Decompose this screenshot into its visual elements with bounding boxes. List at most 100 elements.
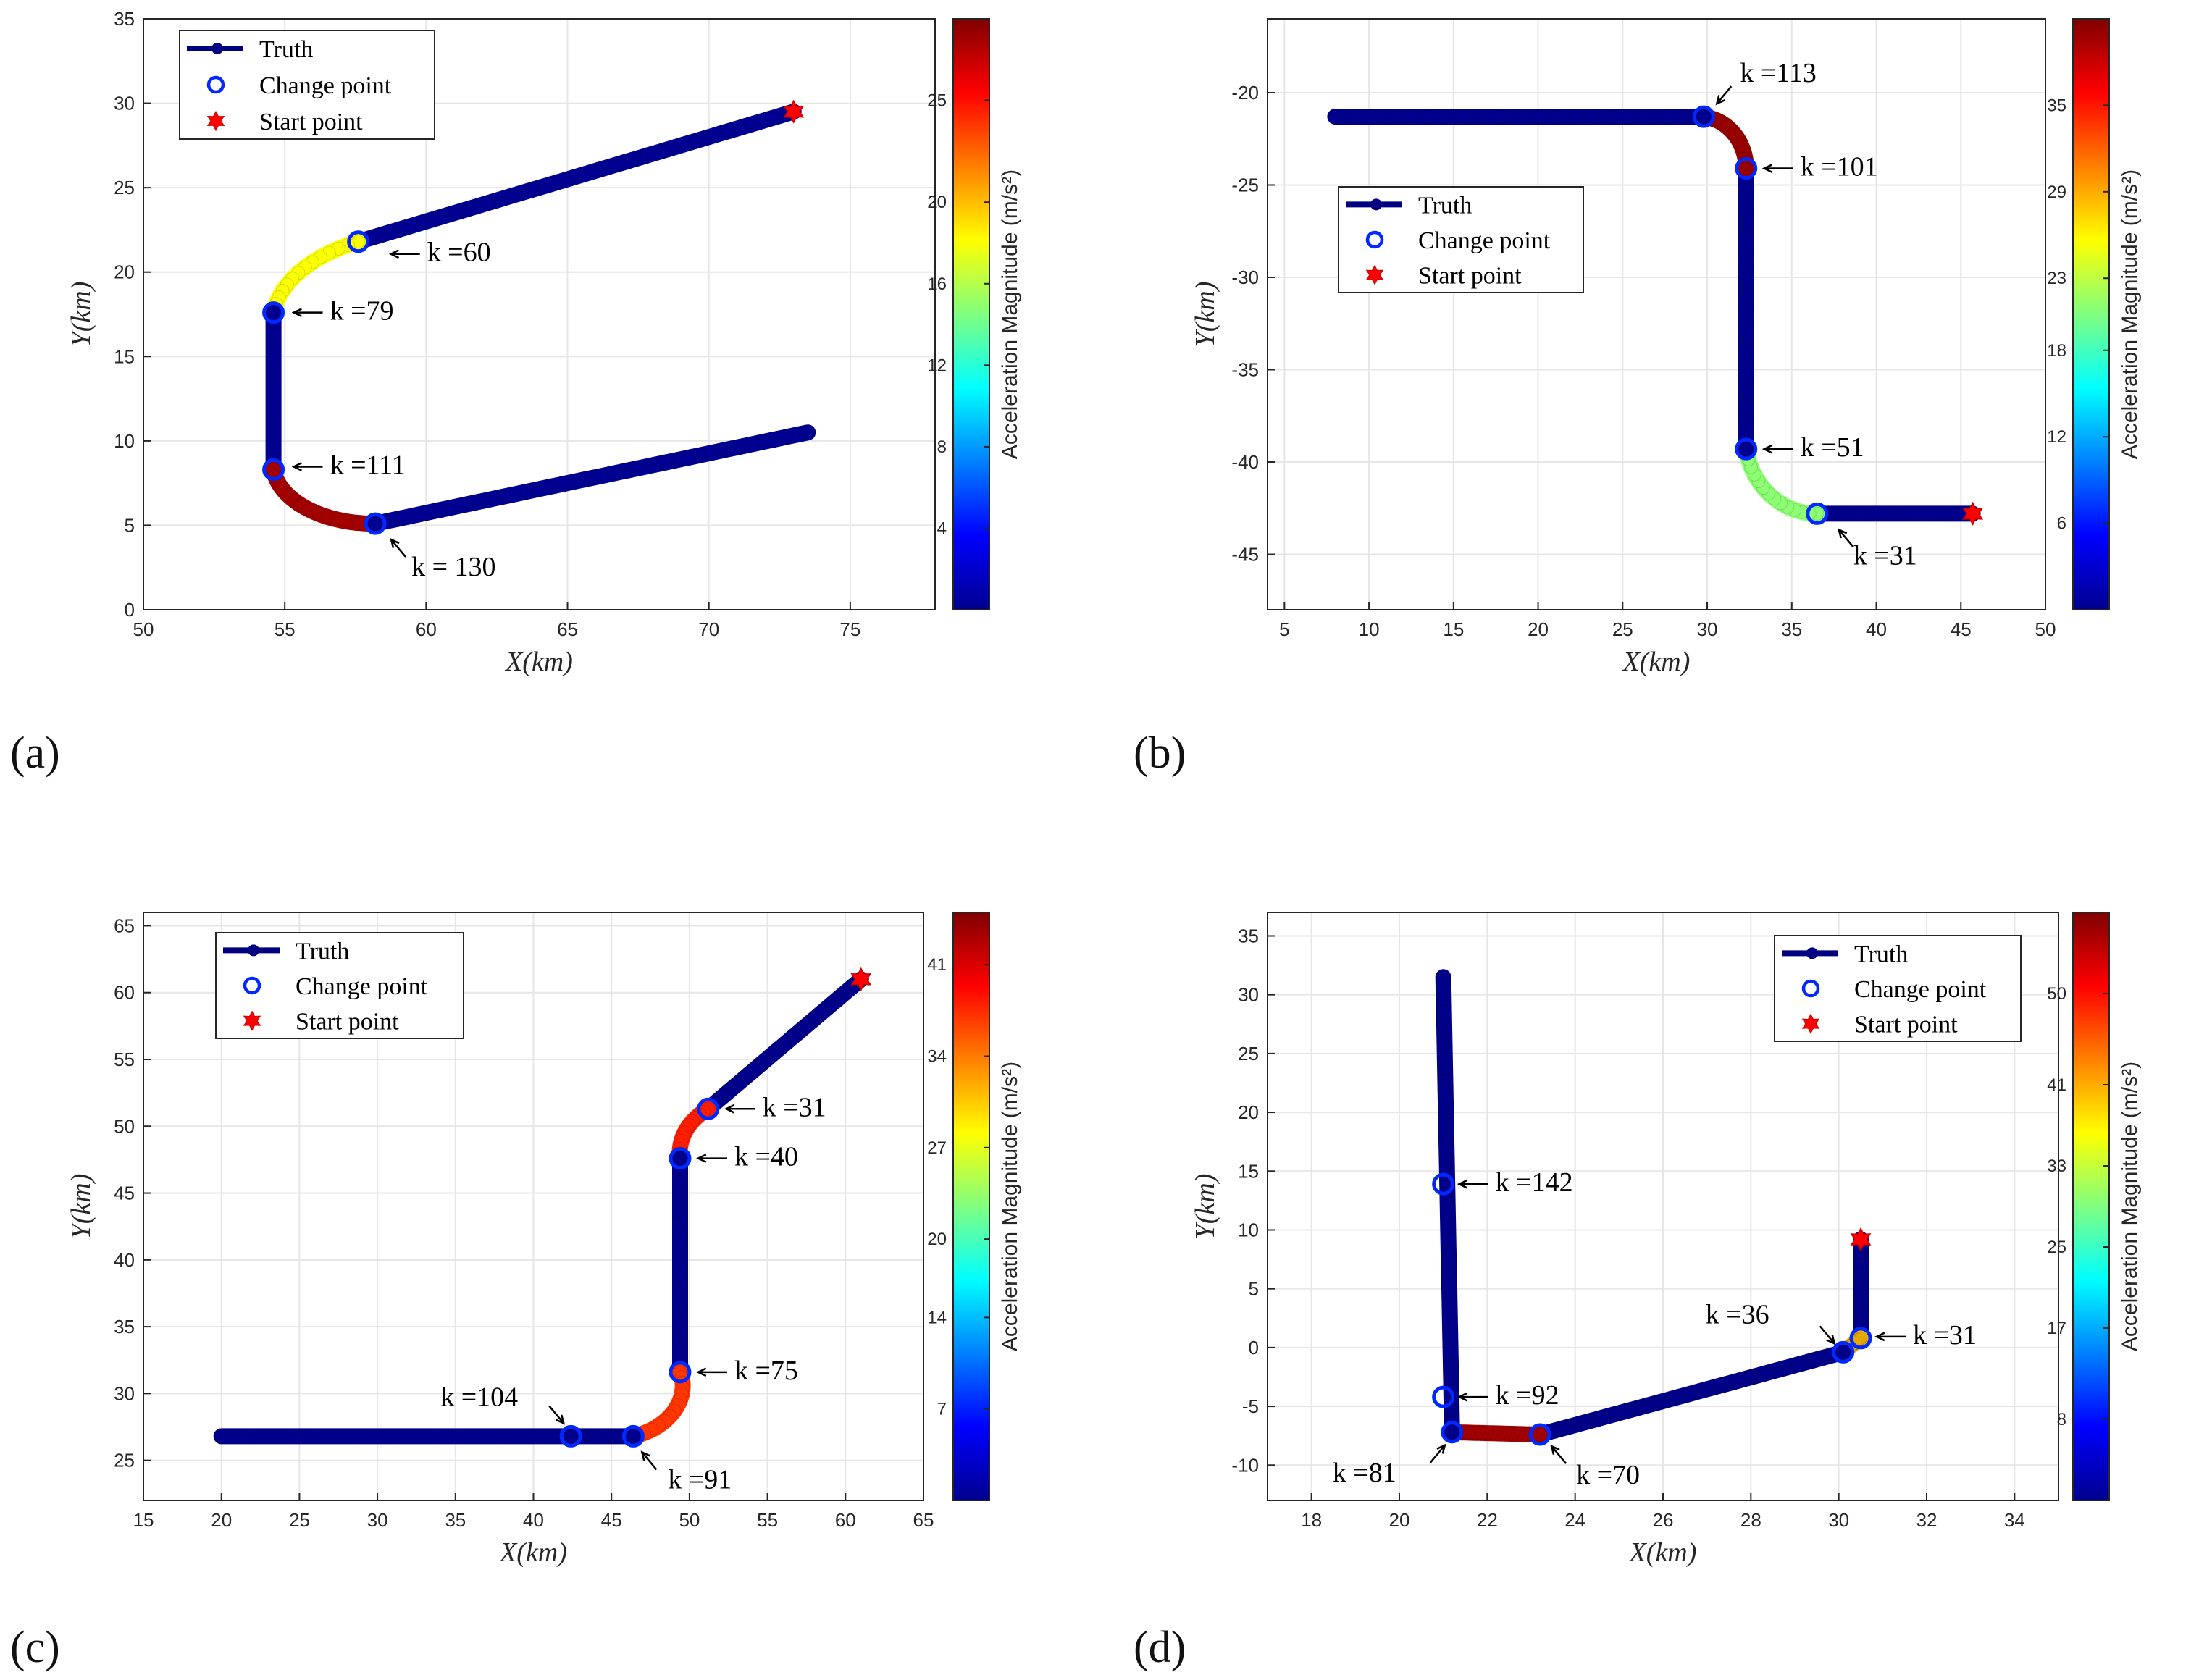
y-axis-label: Y(km) <box>1190 1174 1220 1240</box>
x-tick-label: 25 <box>1612 618 1633 640</box>
colorbar-tick-label: 8 <box>2057 1410 2066 1429</box>
legend-entry-label: Start point <box>1854 1012 1958 1038</box>
panel-label: (c) <box>10 1623 60 1672</box>
change-point-marker <box>262 301 285 324</box>
trajectory-point <box>1439 1129 1454 1143</box>
change-point-marker <box>697 1097 720 1120</box>
y-tick-label: 35 <box>114 1316 135 1337</box>
trajectory-point <box>564 1429 579 1443</box>
trajectory-point <box>678 137 692 151</box>
annotation-arrowhead <box>1761 164 1773 173</box>
y-tick-label: 10 <box>1238 1219 1259 1240</box>
trajectory-point <box>1443 1334 1457 1348</box>
trajectory-point <box>519 484 534 499</box>
trajectory-point <box>438 209 453 223</box>
y-tick-label: -30 <box>1231 266 1259 288</box>
x-tick-label: 24 <box>1564 1509 1585 1531</box>
change-point-label: k =104 <box>440 1382 518 1412</box>
x-tick-label: 34 <box>2004 1509 2025 1531</box>
y-tick-label: 0 <box>1249 1337 1259 1358</box>
y-tick-label: -20 <box>1231 82 1259 104</box>
trajectory-point <box>1654 1395 1669 1409</box>
colorbar-tick-label: 41 <box>927 955 947 975</box>
trajectory-point <box>1438 1061 1452 1075</box>
x-tick-label: 10 <box>1359 618 1380 640</box>
legend-entry-label: Start point <box>1418 263 1522 290</box>
trajectory-point <box>368 516 382 531</box>
change-point-marker <box>1432 1172 1455 1196</box>
trajectory-point <box>1567 109 1582 124</box>
trajectory-point <box>416 215 431 230</box>
x-tick-label: 26 <box>1653 1509 1674 1531</box>
x-tick-label: 15 <box>1443 618 1464 640</box>
y-tick-label: 20 <box>114 261 135 283</box>
annotation-arrowhead <box>696 1154 707 1163</box>
change-point-marker <box>669 1361 692 1384</box>
legend-swatch-dot <box>211 43 223 54</box>
colorbar <box>2072 18 2110 610</box>
annotation-arrow <box>1429 1445 1446 1463</box>
y-tick-label: -5 <box>1242 1395 1259 1417</box>
change-point-marker <box>1735 437 1758 461</box>
trajectory-point <box>585 1429 599 1443</box>
change-point-label: k =101 <box>1801 152 1878 182</box>
change-point-marker <box>262 458 285 481</box>
trajectory-point <box>460 202 474 217</box>
change-point-marker <box>1528 1423 1551 1446</box>
trajectory-point <box>338 1429 352 1443</box>
trajectory-point <box>649 457 663 471</box>
start-point-marker <box>850 967 872 991</box>
legend-entry-label: Truth <box>296 938 349 965</box>
change-point-marker <box>1692 105 1715 128</box>
trajectory-point <box>1739 316 1754 330</box>
trajectory-point <box>1739 274 1754 288</box>
annotation-arrowhead <box>696 1367 707 1377</box>
x-tick-label: 75 <box>839 618 860 640</box>
trajectory-point <box>1790 1357 1805 1372</box>
trajectory-point <box>700 130 714 145</box>
trajectory-point <box>1443 1311 1457 1326</box>
change-point-marker <box>1441 1421 1464 1444</box>
change-point-marker <box>1832 1340 1855 1364</box>
trajectory-point <box>1438 1106 1453 1121</box>
x-tick-label: 50 <box>133 618 154 640</box>
trajectory-point <box>671 453 685 467</box>
colorbar-tick-label: 27 <box>927 1138 947 1158</box>
trajectory-point <box>1739 231 1754 245</box>
x-tick-label: 35 <box>1781 618 1802 640</box>
panel-d: k =31 k =36 k =70 k =81 k =92 k =142 18 20 22 24 2… <box>1134 912 2142 1672</box>
trajectory-point <box>395 222 409 236</box>
y-tick-label: 25 <box>1238 1043 1259 1064</box>
trajectory-point <box>1494 109 1508 124</box>
trajectory-point <box>1365 109 1379 124</box>
axes-frame <box>143 18 936 610</box>
x-tick-label: 70 <box>698 618 719 640</box>
y-tick-label: -45 <box>1231 544 1259 566</box>
x-tick-label: 40 <box>1866 618 1887 640</box>
panel-label: (b) <box>1134 728 1186 778</box>
colorbar-tick-label: 20 <box>927 1230 947 1249</box>
trajectory-point <box>1436 993 1451 1007</box>
x-tick-label: 22 <box>1477 1509 1498 1531</box>
legend-entry-label: Change point <box>1854 976 1987 1003</box>
y-tick-label: 60 <box>114 982 135 1004</box>
colorbar <box>2072 912 2110 1501</box>
trajectory-point <box>765 111 779 125</box>
annotation-arrowhead <box>1761 444 1773 454</box>
trajectory-point <box>758 434 772 449</box>
annotation-arrowhead <box>390 537 400 549</box>
trajectory-point <box>1440 1152 1454 1167</box>
trajectory-point <box>1593 1411 1608 1425</box>
y-tick-label: 30 <box>114 1382 135 1404</box>
trajectory-point <box>721 124 736 138</box>
change-point-marker <box>347 230 370 253</box>
colorbar-tick-label: 33 <box>2047 1156 2066 1176</box>
annotation-arrowhead <box>291 462 302 471</box>
trajectory-point <box>547 176 561 190</box>
change-point-label: k =40 <box>734 1142 798 1172</box>
y-tick-label: 15 <box>114 345 135 367</box>
trajectory-point <box>1739 371 1754 386</box>
y-tick-label: 0 <box>125 599 135 621</box>
annotation-arrowhead <box>1550 1444 1560 1456</box>
trajectory-point <box>1739 259 1754 274</box>
